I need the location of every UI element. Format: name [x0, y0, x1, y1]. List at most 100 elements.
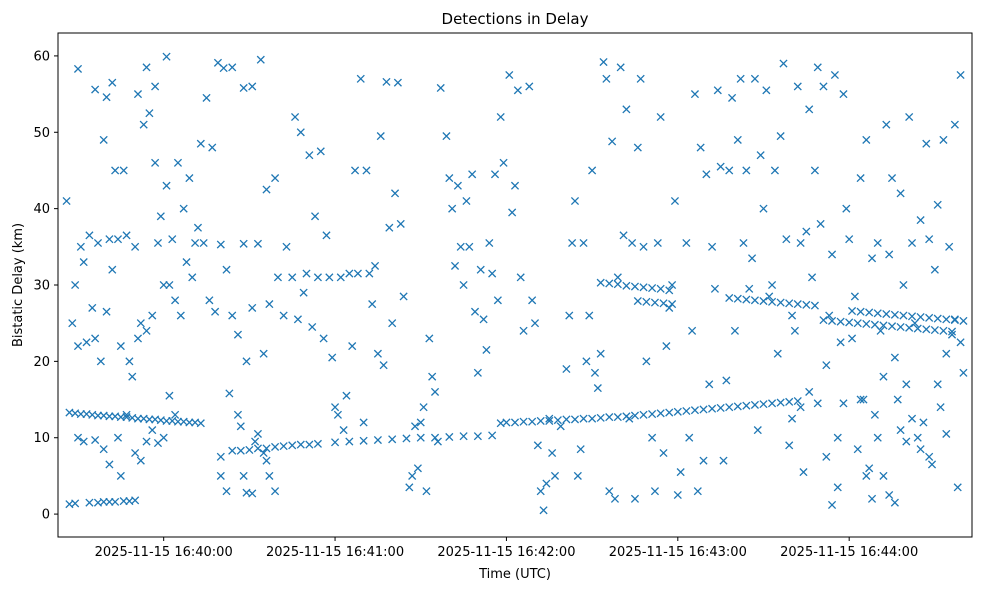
data-point — [62, 196, 71, 206]
data-point — [902, 437, 911, 446]
data-point — [882, 309, 891, 319]
data-point — [388, 435, 397, 444]
data-point — [430, 433, 440, 442]
data-point — [608, 137, 617, 146]
data-point — [796, 238, 805, 248]
data-point — [879, 471, 888, 480]
data-point — [799, 468, 808, 477]
data-point — [536, 416, 545, 425]
data-point — [659, 448, 668, 458]
data-point — [873, 238, 882, 248]
data-point — [659, 299, 668, 308]
data-point — [922, 325, 931, 334]
data-point — [219, 64, 228, 73]
data-point — [288, 273, 297, 282]
data-point — [756, 151, 765, 160]
data-point — [136, 456, 145, 465]
data-point — [807, 273, 817, 282]
data-point — [376, 132, 385, 141]
data-point — [305, 440, 314, 449]
data-point — [533, 441, 542, 450]
data-point — [730, 326, 739, 335]
data-point — [131, 448, 140, 458]
data-point — [296, 440, 305, 449]
data-point — [228, 311, 237, 320]
data-point — [488, 269, 497, 278]
data-point — [625, 414, 634, 423]
data-point — [850, 292, 859, 301]
data-point — [959, 368, 968, 377]
data-point — [430, 387, 440, 396]
data-point — [682, 238, 691, 248]
data-point — [636, 74, 645, 83]
data-point — [699, 456, 708, 465]
data-point — [490, 170, 500, 179]
data-point — [833, 483, 842, 492]
data-point — [890, 498, 899, 507]
data-point — [773, 349, 782, 358]
data-point — [293, 315, 302, 324]
data-point — [630, 494, 640, 503]
data-point — [899, 280, 908, 290]
data-point — [248, 489, 257, 498]
data-point — [690, 406, 700, 415]
data-point — [162, 52, 171, 61]
data-point — [510, 418, 520, 427]
data-point — [513, 86, 522, 95]
data-point — [188, 273, 197, 282]
data-point — [793, 82, 802, 91]
data-point — [91, 85, 100, 94]
data-point — [668, 300, 677, 309]
data-point — [693, 487, 702, 496]
data-point — [682, 406, 691, 416]
data-point — [599, 57, 608, 67]
data-point — [696, 143, 705, 152]
data-point — [445, 174, 454, 183]
data-point — [673, 490, 682, 500]
data-point — [536, 487, 545, 496]
data-point — [125, 357, 134, 366]
data-point — [902, 380, 911, 389]
data-point — [759, 204, 768, 213]
data-point — [816, 219, 825, 228]
data-point — [787, 414, 797, 423]
data-point — [768, 297, 777, 306]
data-point — [762, 86, 771, 95]
data-point — [862, 319, 871, 329]
data-point — [939, 326, 948, 335]
data-point — [99, 445, 108, 454]
data-point — [785, 299, 794, 308]
data-point — [419, 403, 428, 412]
data-point — [956, 70, 965, 80]
data-point — [565, 311, 574, 320]
data-point — [525, 82, 534, 91]
data-point — [947, 327, 957, 336]
data-point — [236, 446, 245, 455]
data-point — [342, 391, 351, 400]
data-point — [142, 437, 151, 446]
data-point — [708, 242, 717, 251]
data-point — [648, 409, 657, 419]
data-point — [79, 258, 88, 267]
data-point — [876, 326, 885, 335]
data-point — [759, 296, 768, 306]
data-point — [382, 77, 391, 86]
x-axis-ticks: 2025-11-15 16:40:00 2025-11-15 16:41:00 20… — [95, 537, 918, 560]
data-point — [865, 308, 874, 317]
data-point — [905, 112, 914, 122]
data-point — [656, 409, 665, 418]
data-point — [102, 307, 111, 316]
data-point — [236, 422, 245, 431]
data-point — [656, 284, 665, 293]
data-point — [905, 323, 914, 332]
data-point — [865, 464, 874, 473]
data-point — [208, 143, 217, 152]
data-point — [845, 318, 854, 327]
data-point — [365, 269, 374, 278]
data-point — [768, 399, 777, 408]
data-point — [71, 280, 80, 290]
data-point — [725, 403, 734, 412]
data-point — [896, 426, 905, 435]
data-point — [271, 174, 280, 183]
